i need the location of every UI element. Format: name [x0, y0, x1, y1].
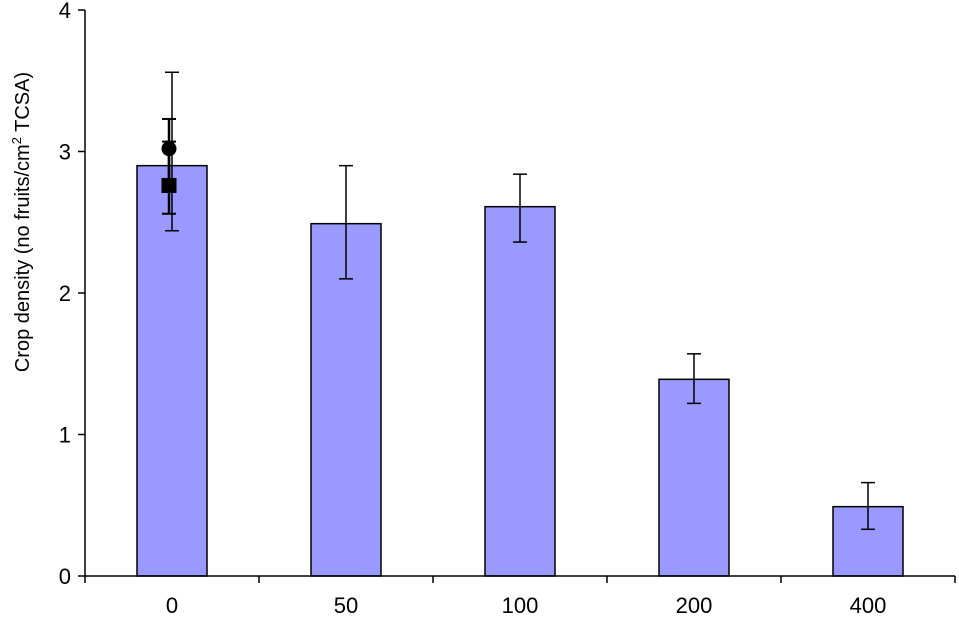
x-tick-label-100: 100: [502, 593, 539, 618]
bar-200: [658, 378, 730, 577]
marker-square-point: [161, 177, 177, 193]
y-tick-label-1: 1: [59, 423, 71, 448]
x-tick-label-0: 0: [166, 593, 178, 618]
y-axis-title-before: Crop density (no fruits/cm: [12, 144, 34, 372]
bar-0: [136, 164, 208, 577]
y-tick-label-3: 3: [59, 140, 71, 165]
markers-layer: [161, 117, 177, 215]
error-bar-50: [339, 164, 353, 280]
axes-layer: 0 1 2 3 4 0 50 100 200 400: [59, 0, 956, 618]
y-tick-label-0: 0: [59, 564, 71, 589]
x-tick-label-50: 50: [334, 593, 358, 618]
y-axis-title-superscript: 2: [9, 137, 24, 144]
error-bar-400: [861, 481, 875, 531]
y-tick-label-4: 4: [59, 0, 71, 23]
error-bar-100: [513, 173, 527, 243]
x-tick-label-200: 200: [676, 593, 713, 618]
bar-100: [484, 205, 556, 577]
y-axis-title-after: TCSA): [12, 72, 34, 137]
y-axis-title: Crop density (no fruits/cm2 TCSA): [9, 72, 34, 372]
y-tick-label-2: 2: [59, 281, 71, 306]
x-tick-label-400: 400: [850, 593, 887, 618]
marker-square: [161, 140, 177, 215]
bar-50: [310, 222, 382, 577]
error-bar-200: [687, 353, 701, 405]
